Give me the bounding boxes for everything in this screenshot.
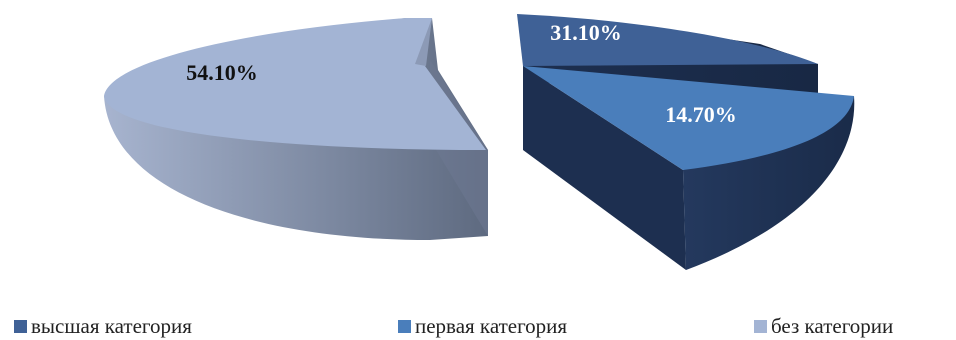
pie-slice-pervaya-kategoriya — [523, 66, 855, 270]
slice-wall — [523, 66, 686, 270]
slice-top — [517, 14, 818, 66]
legend-item-pervaya-kategoriya: первая категория — [398, 314, 567, 339]
legend-swatch — [14, 320, 27, 333]
legend-swatch — [398, 320, 411, 333]
chart-legend: высшая категория первая категория без ка… — [0, 314, 956, 340]
data-label-bez-kategorii: 54.10% — [186, 60, 258, 85]
slice-sliver — [415, 18, 432, 66]
slice-top — [523, 66, 854, 170]
legend-label: без категории — [771, 314, 894, 338]
pie-slice-bez-kategorii — [104, 18, 488, 240]
slice-side — [683, 96, 855, 270]
legend-label: первая категория — [415, 314, 568, 338]
data-label-pervaya-kategoriya: 14.70% — [665, 102, 737, 127]
legend-swatch — [754, 320, 767, 333]
legend-label: высшая категория — [31, 314, 192, 338]
legend-item-bez-kategorii: без категории — [754, 314, 893, 339]
slice-top — [104, 18, 486, 150]
legend-item-vysshaya-kategoriya: высшая категория — [14, 314, 192, 339]
data-label-vysshaya-kategoriya: 31.10% — [550, 20, 622, 45]
